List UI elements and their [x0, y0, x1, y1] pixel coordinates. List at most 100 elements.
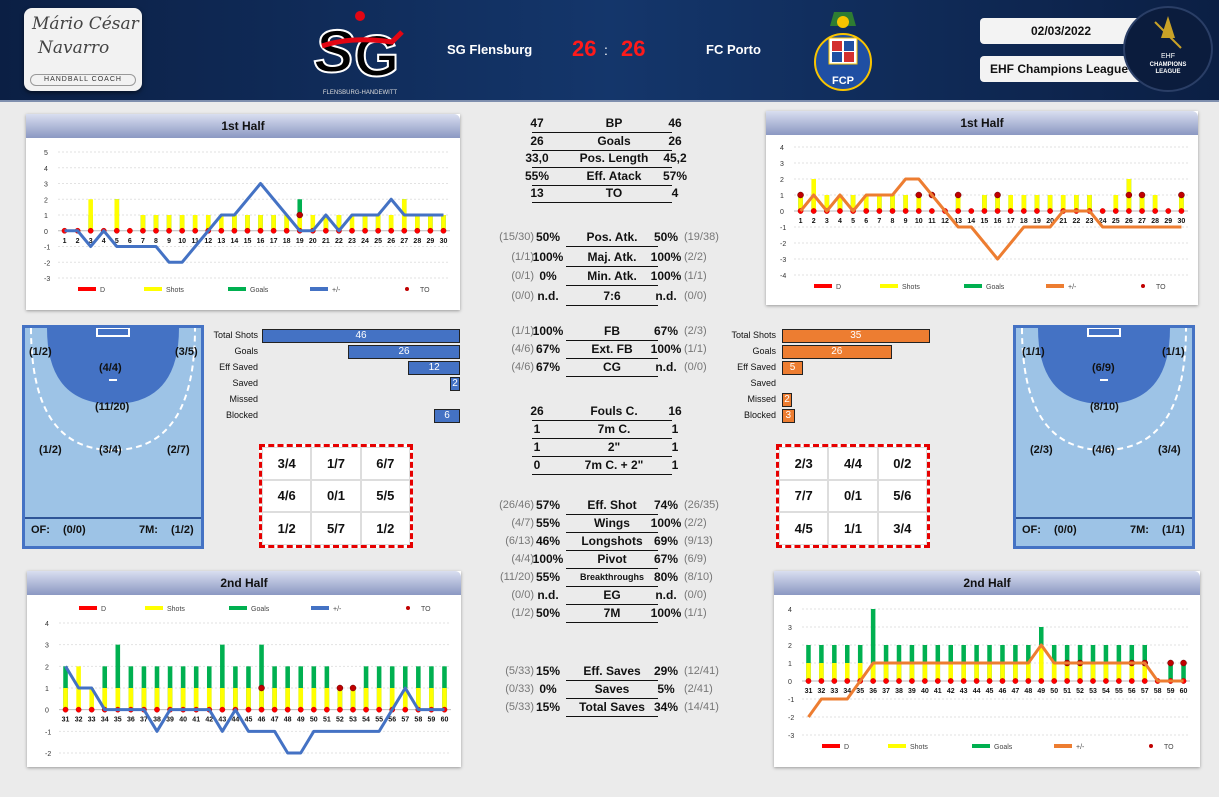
defense-marker [1025, 678, 1032, 684]
legend-label: Shots [167, 606, 185, 613]
court-of-label: OF: [1022, 524, 1041, 536]
shots-bar [271, 215, 276, 231]
chart-x-tick: 39 [908, 688, 916, 695]
turnover-marker [296, 211, 303, 219]
defense-marker [1020, 208, 1027, 214]
chart-x-tick: 44 [973, 688, 981, 695]
stat-home-value: 50% [535, 230, 561, 244]
defense-marker [1116, 678, 1122, 684]
center-stats: 47 BP 46 26 Goals 26 33,0 Pos. Length 45,2 55% Eff… [480, 112, 740, 722]
stat-separator [566, 532, 658, 533]
stat-away-value: 100% [650, 342, 682, 356]
stat-home-fraction: (1/2) [511, 607, 534, 619]
shots-bar [441, 215, 446, 231]
stat-away-fraction: (12/41) [684, 665, 719, 677]
stat-separator [532, 184, 672, 186]
shot-bar-label: Goals [234, 346, 258, 356]
defense-marker [297, 706, 304, 713]
stat-away-value: 34% [653, 700, 679, 714]
chart-x-tick: 27 [400, 238, 408, 245]
chart-y-tick: 2 [44, 197, 48, 204]
goal-zone-cell: 2/3 [779, 447, 829, 480]
chart-x-tick: 20 [1046, 218, 1054, 225]
defense-marker [349, 227, 355, 234]
shot-bar-label: Goals [752, 346, 776, 356]
chart-title: 1st Half [26, 114, 460, 138]
shots-bar [1116, 663, 1122, 681]
stat-separator [566, 622, 658, 623]
defense-marker [999, 678, 1006, 684]
court-nine-meter: (11/20) [95, 401, 130, 413]
shots-bar [141, 688, 147, 710]
court-of-value: (0/0) [1054, 524, 1077, 536]
turnover-marker [994, 191, 1001, 199]
stat-separator [532, 132, 672, 133]
stat-away-fraction: (0/0) [684, 589, 707, 601]
defense-marker [219, 706, 226, 713]
shots-bar [1039, 645, 1044, 681]
stat-away-value: 100% [650, 606, 682, 620]
svg-text:S: S [314, 18, 354, 85]
home-second-half-panel: 2nd Half -2 -1 0 1 2 3 4 31 32 33 34 35 36 37 38 39 40 41… [27, 571, 461, 767]
defense-marker [271, 706, 278, 713]
defense-marker [876, 208, 883, 214]
shots-bar [428, 215, 433, 231]
turnover-marker [954, 191, 962, 199]
legend-label: Shots [166, 287, 184, 294]
chart-y-tick: 1 [44, 213, 48, 220]
chart-x-tick: 19 [296, 238, 304, 245]
defense-marker [994, 208, 1001, 214]
stat-home-fraction: (5/33) [505, 665, 534, 677]
defense-marker [883, 678, 889, 684]
shot-bar: 26 [782, 345, 892, 359]
chart-x-tick: 57 [401, 717, 409, 724]
legend-swatch [972, 744, 990, 748]
chart-x-tick: 49 [1037, 688, 1045, 695]
shots-bar [114, 199, 120, 231]
chart-x-tick: 24 [361, 238, 369, 245]
shots-bar [153, 215, 159, 231]
chart-x-tick: 47 [1012, 688, 1020, 695]
shots-bar [845, 663, 850, 681]
chart-x-tick: 58 [1154, 688, 1162, 695]
stat-label: 7m C. [597, 422, 631, 436]
stat-home-value: 33,0 [525, 151, 549, 165]
chart-x-tick: 6 [128, 238, 132, 245]
chart-y-tick: 1 [45, 686, 49, 693]
stat-label: 2" [607, 440, 621, 454]
shot-bar: 26 [348, 345, 460, 359]
defense-marker [1139, 208, 1145, 214]
match-date: 02/03/2022 [980, 18, 1142, 44]
shots-bar [1021, 195, 1027, 211]
defense-marker [323, 227, 329, 234]
legend-swatch [144, 287, 162, 291]
chart-x-tick: 48 [1024, 688, 1032, 695]
shots-bar [1139, 195, 1145, 211]
defense-marker [955, 208, 962, 214]
chart-y-tick: 5 [44, 150, 48, 157]
defense-marker [231, 227, 238, 234]
chart-y-tick: 0 [45, 708, 49, 715]
defense-marker [427, 227, 434, 234]
shots-bar [336, 215, 342, 231]
stat-separator [566, 358, 658, 359]
coach-name-line1: Mário César [32, 14, 139, 34]
chart-y-tick: 0 [44, 229, 48, 236]
legend-swatch [1054, 744, 1072, 748]
shots-bar [180, 688, 186, 710]
shots-bar [179, 215, 185, 231]
shots-bar [220, 688, 225, 710]
home-shot-bars: Total Shots 46 Goals 26 Eff Saved 12 Saved 2 Mis… [198, 327, 463, 427]
legend-swatch [145, 606, 163, 610]
stat-home-value: 55% [535, 516, 561, 530]
shots-bar [890, 195, 895, 211]
score-separator: : [604, 42, 608, 58]
shots-bar [63, 688, 68, 710]
home-score: 26 [572, 36, 597, 61]
legend-label: +/- [1076, 744, 1085, 751]
defense-marker [179, 227, 185, 234]
shots-bar [896, 663, 902, 681]
stat-home-fraction: (4/7) [511, 517, 534, 529]
shots-bar [193, 688, 199, 710]
